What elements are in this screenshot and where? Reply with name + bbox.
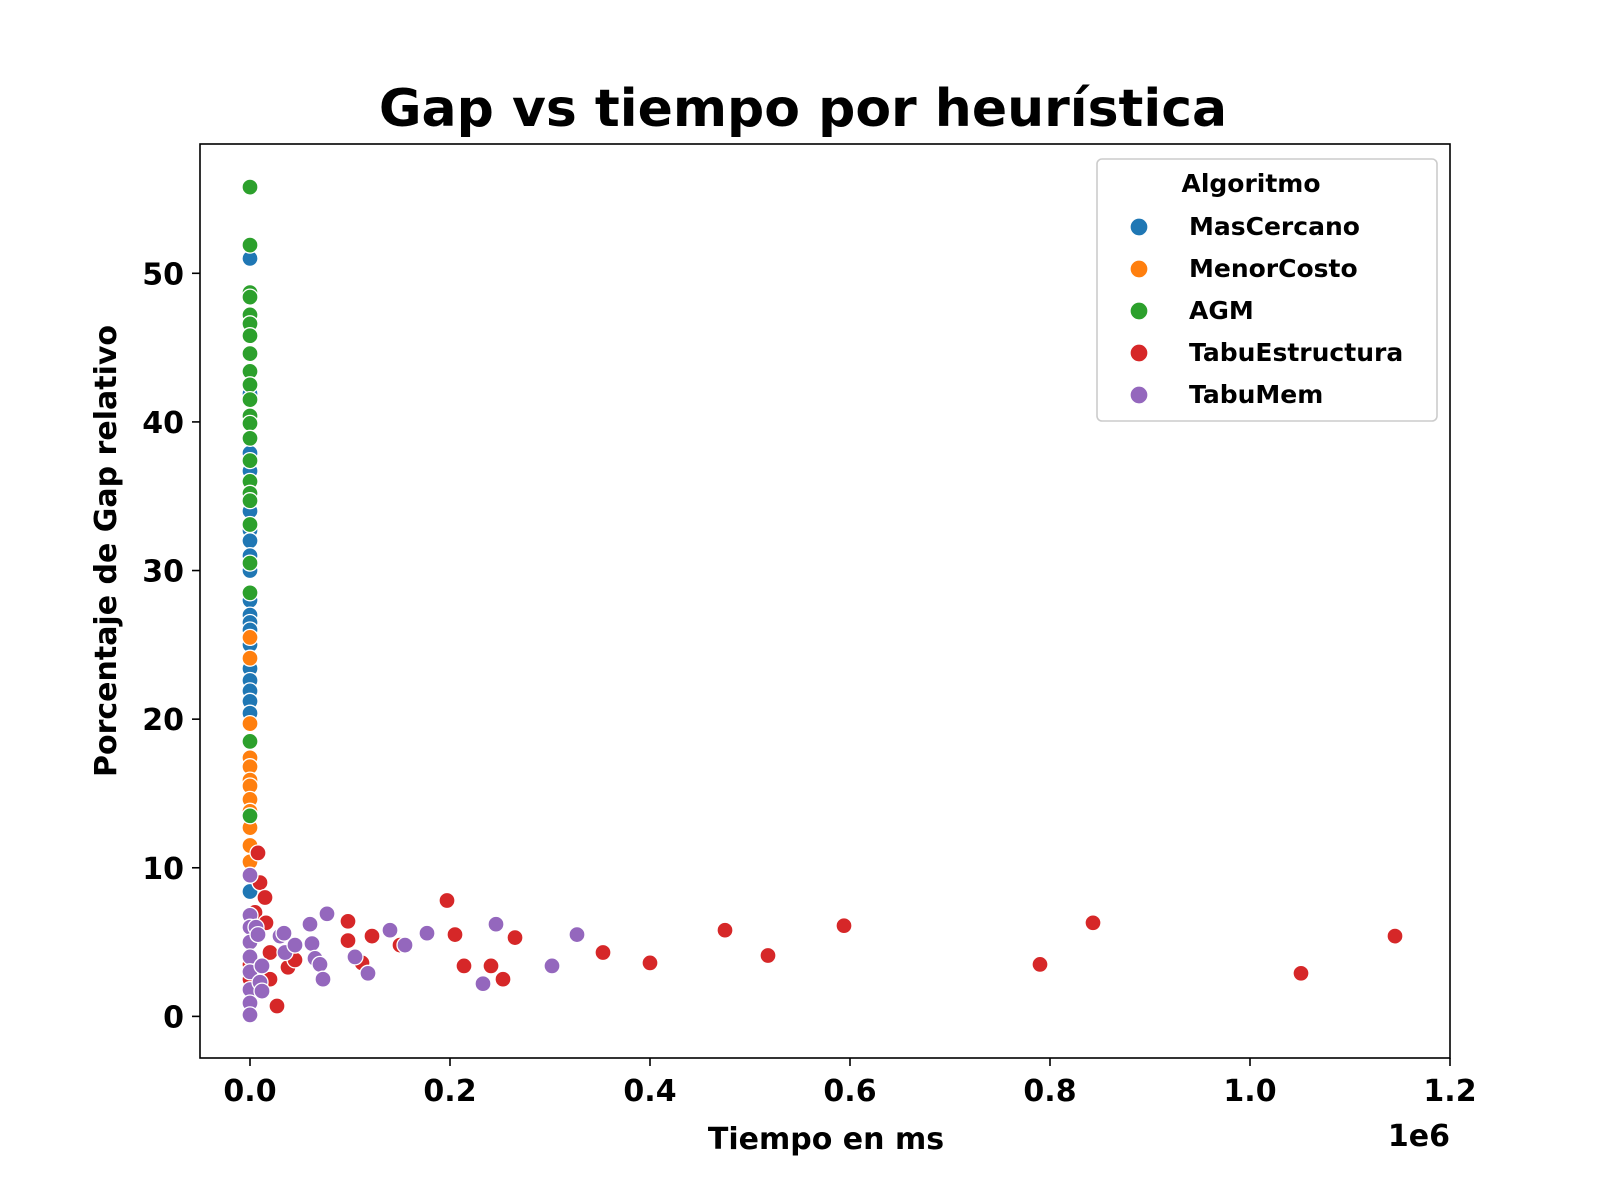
point-agm-22 [241,807,259,825]
legend-label-tabumem: TabuMem [1189,380,1323,409]
legend-label-agm: AGM [1189,296,1254,325]
point-agm-9 [241,376,259,394]
point-tabuestructura-23 [506,928,524,947]
point-tabuestructura-30 [1084,914,1102,932]
legend-label-mascercano: MasCercano [1189,212,1360,241]
point-agm-6 [241,327,259,345]
point-agm-19 [241,554,259,572]
point-agm-7 [241,344,259,363]
point-tabuestructura-14 [339,931,357,950]
point-tabuestructura-4 [249,844,267,862]
data-points [241,178,1404,1024]
point-tabumem-22 [314,970,332,988]
point-tabuestructura-16 [363,927,381,945]
legend-marker-menorcosto [1129,259,1149,279]
x-tick-label: 0.6 [823,1074,876,1109]
plot-frame [199,143,1451,1059]
legend-box [1096,158,1438,422]
point-tabumem-27 [396,936,414,954]
x-axis-offset-label: 1e6 [1388,1119,1450,1154]
point-agm-14 [241,451,259,470]
x-tick-label: 0.4 [623,1074,676,1109]
legend-title: Algoritmo [1181,169,1320,198]
legend-label-tabuestructura: TabuEstructura [1189,338,1403,367]
y-tick-label: 30 [142,555,184,590]
point-menorcosto-1 [241,649,259,667]
point-agm-17 [241,492,259,510]
point-tabuestructura-26 [716,921,734,939]
point-tabumem-28 [418,924,436,942]
x-axis-label: Tiempo en ms [708,1122,944,1157]
point-agm-20 [241,584,259,602]
x-tick-label: 0.8 [1023,1074,1076,1109]
point-tabumem-23 [318,905,336,923]
point-mascercano-6 [241,532,259,550]
x-tick-label: 0.0 [223,1074,276,1109]
legend-marker-agm [1129,301,1149,321]
point-tabuestructura-21 [482,957,500,975]
point-tabumem-17 [286,936,304,954]
x-axis-ticks: 0.0 0.2 0.4 0.6 0.8 1.0 1.2 [223,1058,1477,1109]
y-tick-label: 50 [142,257,184,292]
legend-label-menorcosto: MenorCosto [1189,254,1358,283]
point-tabumem-24 [346,948,364,966]
point-tabuestructura-19 [446,925,464,944]
point-tabuestructura-6 [256,888,274,907]
point-tabumem-31 [543,957,561,975]
point-tabumem-8 [241,1006,259,1024]
point-tabumem-30 [487,915,505,933]
point-tabumem-18 [301,915,319,933]
point-tabuestructura-10 [268,997,286,1015]
point-agm-18 [241,515,259,534]
point-tabuestructura-18 [438,891,456,910]
point-agm-12 [241,414,259,433]
point-tabumem-15 [275,924,293,942]
point-tabuestructura-28 [835,917,853,935]
point-agm-13 [241,429,259,447]
x-tick-label: 0.2 [423,1074,476,1109]
point-tabuestructura-24 [594,943,612,962]
point-tabuestructura-29 [1031,955,1049,974]
point-tabuestructura-13 [339,912,357,930]
point-tabuestructura-32 [1386,927,1404,945]
y-axis-ticks: 0 10 20 30 40 50 [142,257,200,1035]
point-menorcosto-2 [241,714,259,733]
point-tabumem-10 [249,925,267,944]
point-tabuestructura-25 [641,954,659,972]
point-tabuestructura-31 [1292,964,1310,982]
legend-entries: MasCercano MenorCosto AGM TabuEstructura Tab… [1129,212,1403,409]
point-tabuestructura-22 [494,970,512,988]
point-agm-1 [241,236,259,254]
point-tabumem-13 [253,957,271,975]
point-tabumem-29 [474,975,492,993]
point-agm-10 [241,390,259,409]
y-axis-label: Porcentaje de Gap relativo [89,325,124,777]
x-tick-label: 1.2 [1423,1074,1476,1109]
chart-title: Gap vs tiempo por heurística [379,79,1227,139]
point-menorcosto-0 [241,628,259,647]
x-tick-label: 1.0 [1223,1074,1276,1109]
point-agm-21 [241,732,259,751]
point-tabumem-21 [311,955,329,974]
point-tabumem-19 [303,934,321,953]
legend-marker-tabumem [1129,385,1149,405]
point-tabuestructura-20 [455,957,473,975]
point-agm-3 [241,288,259,306]
y-tick-label: 10 [142,852,184,887]
legend-marker-tabuestructura [1129,343,1149,363]
point-tabumem-26 [381,921,399,939]
point-tabumem-12 [253,982,271,1000]
y-tick-label: 0 [163,1000,184,1035]
point-tabumem-25 [359,964,377,982]
point-tabumem-32 [568,925,586,944]
y-tick-label: 20 [142,703,184,738]
legend-marker-mascercano [1129,217,1149,237]
point-tabumem-0 [241,866,259,884]
y-tick-label: 40 [142,406,184,441]
legend: Algoritmo MasCercano MenorCosto AGM TabuEst… [1096,158,1438,422]
point-tabuestructura-27 [759,946,777,965]
point-agm-0 [241,178,259,196]
